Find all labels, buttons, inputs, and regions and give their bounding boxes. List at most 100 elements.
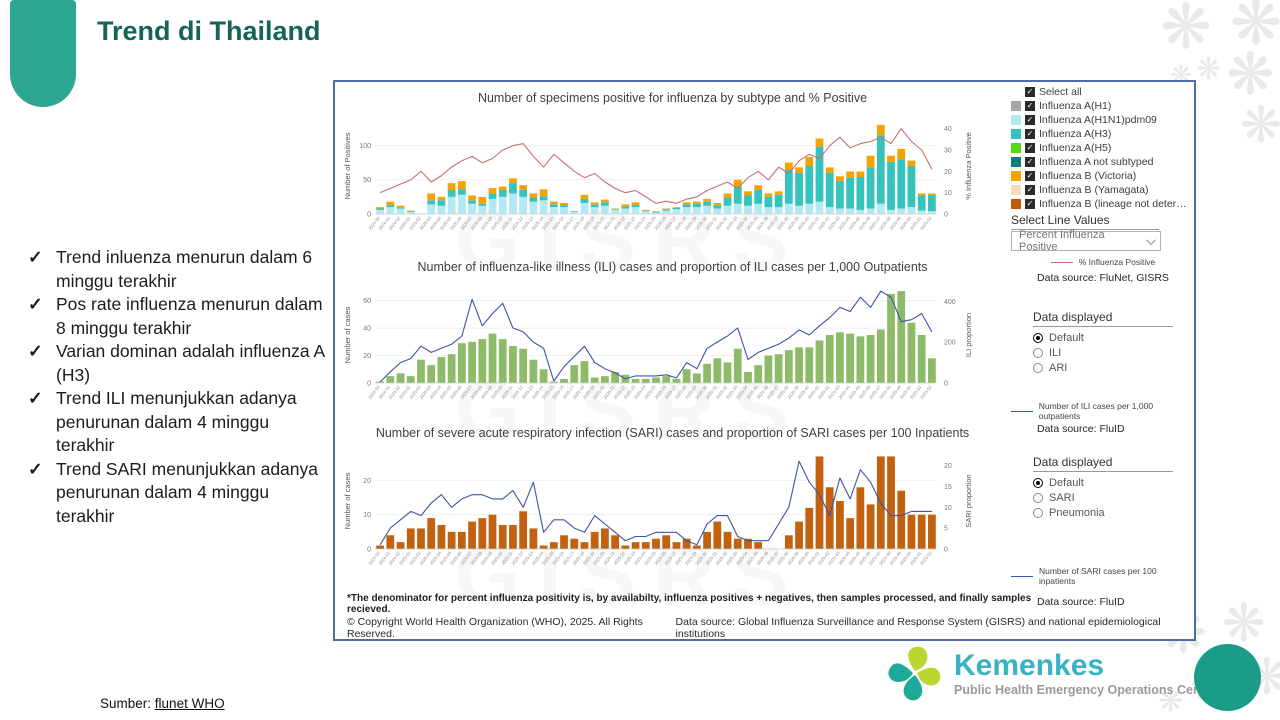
svg-text:10: 10: [944, 505, 952, 512]
legend-item: ✓ Influenza A(H1): [1011, 99, 1195, 113]
accent-tab: [10, 0, 76, 107]
legend-item: ✓ Influenza A(H1N1)pdm09: [1011, 113, 1195, 127]
radio-option-ili[interactable]: ILI: [1033, 345, 1217, 360]
legend-label: Influenza A(H1): [1039, 100, 1112, 112]
svg-text:60: 60: [363, 298, 371, 305]
legend-swatch: [1011, 185, 1021, 195]
logo-subtitle: Public Health Emergency Operations Cente…: [954, 683, 1217, 697]
legend-item: ✓ Influenza B (Yamagata): [1011, 183, 1195, 197]
data-source-1: Data source: FluNet, GISRS: [1037, 272, 1169, 284]
legend-item: ✓ Influenza B (lineage not deter…: [1011, 197, 1195, 211]
legend-label: Influenza A(H5): [1039, 142, 1112, 154]
subtype-legend: ✓ Select all ✓ Influenza A(H1) ✓ Influenza A(…: [1011, 85, 1195, 211]
legend-checkbox[interactable]: ✓: [1025, 129, 1035, 139]
legend-checkbox[interactable]: ✓: [1025, 199, 1035, 209]
legend-item: ✓ Select all: [1011, 85, 1195, 99]
page-title: Trend di Thailand: [97, 16, 321, 46]
bullet-list: ✓ Trend inluenza menurun dalam 6 minggu t…: [28, 246, 330, 528]
svg-text:20: 20: [363, 478, 371, 485]
right-panel: ✓ Select all ✓ Influenza A(H1) ✓ Influenza A(…: [1011, 82, 1195, 639]
bullet-text: Trend inluenza menurun dalam 6 minggu te…: [56, 247, 313, 291]
radio-option-default[interactable]: Default: [1033, 475, 1217, 490]
radio-label: Default: [1049, 331, 1084, 344]
radio-label: SARI: [1049, 491, 1075, 504]
radio-group-sari: Default SARI Pneumonia: [1033, 475, 1217, 520]
bullet-text: Varian dominan adalah influenza A (H3): [56, 341, 325, 385]
legend-label: Influenza A(H3): [1039, 128, 1112, 140]
radio-option-pneumonia[interactable]: Pneumonia: [1033, 505, 1217, 520]
line-values-dropdown[interactable]: Percent Influenza Positive: [1011, 229, 1161, 253]
radio-option-sari[interactable]: SARI: [1033, 490, 1217, 505]
svg-text:2025-52: 2025-52: [919, 215, 933, 231]
legend-checkbox[interactable]: ✓: [1025, 101, 1035, 111]
logo-brand: Kemenkes: [954, 649, 1105, 682]
bottom-data-source: Data source: Global Influenza Surveillan…: [675, 616, 1161, 640]
svg-text:20: 20: [944, 463, 952, 470]
legend-label: Select all: [1039, 86, 1082, 98]
bullet-text: Trend SARI menunjukkan adanya penurunan …: [56, 458, 319, 526]
flower-pattern-icon: ❋: [1196, 53, 1222, 86]
radio-option-ari[interactable]: ARI: [1033, 360, 1217, 375]
legend-item: ✓ Influenza A(H3): [1011, 127, 1195, 141]
data-source-2: Data source: FluID: [1037, 423, 1125, 435]
chevron-down-icon: [1145, 234, 1156, 245]
legend-label: Influenza B (lineage not deter…: [1039, 198, 1187, 210]
line-swatch: [1050, 261, 1073, 263]
radio-icon[interactable]: [1033, 477, 1043, 488]
legend-checkbox[interactable]: ✓: [1025, 115, 1035, 125]
flower-pattern-icon: ❋: [1226, 42, 1275, 107]
radio-label: ARI: [1049, 361, 1068, 374]
svg-text:200: 200: [944, 340, 956, 347]
bullet-text: Pos rate influenza menurun dalam 8 mingg…: [56, 294, 323, 338]
svg-text:400: 400: [944, 299, 956, 306]
svg-text:30: 30: [944, 148, 952, 155]
radio-icon[interactable]: [1033, 332, 1043, 343]
radio-option-default[interactable]: Default: [1033, 330, 1217, 345]
radio-icon[interactable]: [1033, 347, 1043, 358]
radio-label: Default: [1049, 476, 1084, 489]
svg-text:2025-52: 2025-52: [919, 550, 933, 566]
radio-icon[interactable]: [1033, 362, 1043, 373]
check-icon: ✓: [28, 294, 43, 314]
check-icon: ✓: [28, 388, 43, 408]
svg-text:Number of cases: Number of cases: [343, 472, 352, 529]
svg-text:0: 0: [367, 547, 371, 554]
svg-text:50: 50: [363, 177, 371, 184]
source-link[interactable]: flunet WHO: [154, 696, 225, 711]
legend-label: Influenza B (Victoria): [1039, 170, 1137, 182]
legend-checkbox[interactable]: ✓: [1025, 171, 1035, 181]
data-displayed-panel-ili: Data displayed Default ILI ARI: [1033, 310, 1217, 375]
legend-checkbox[interactable]: ✓: [1025, 185, 1035, 195]
radio-icon[interactable]: [1033, 492, 1043, 503]
legend-checkbox[interactable]: ✓: [1025, 87, 1035, 97]
svg-text:0: 0: [944, 381, 948, 388]
legend-swatch-empty: [1011, 87, 1021, 97]
svg-text:% Influenza Positive: % Influenza Positive: [964, 132, 973, 200]
chart3-title: Number of severe acute respiratory infec…: [375, 426, 970, 440]
svg-text:ILI proportion: ILI proportion: [964, 313, 973, 357]
check-icon: ✓: [28, 247, 43, 267]
legend-swatch: [1011, 199, 1021, 209]
legend-checkbox[interactable]: ✓: [1025, 157, 1035, 167]
legend-item: ✓ Influenza A(H5): [1011, 141, 1195, 155]
legend-checkbox[interactable]: ✓: [1025, 143, 1035, 153]
select-line-values-header: Select Line Values: [1011, 213, 1159, 230]
data-displayed-header: Data displayed: [1033, 455, 1173, 472]
sari-line-legend: Number of SARI cases per 100 inpatients: [1011, 566, 1195, 586]
svg-text:100: 100: [359, 143, 371, 150]
logo-text: Kemenkes Public Health Emergency Operati…: [954, 649, 1217, 698]
data-source-3: Data source: FluID: [1037, 596, 1125, 608]
legend-swatch: [1011, 129, 1021, 139]
legend-label: Influenza A not subtyped: [1039, 156, 1154, 168]
svg-text:10: 10: [363, 512, 371, 519]
flower-pattern-icon: ❋: [1230, 0, 1280, 58]
svg-text:2025-52: 2025-52: [919, 384, 933, 400]
svg-text:0: 0: [944, 212, 948, 219]
svg-text:0: 0: [944, 547, 948, 554]
radio-icon[interactable]: [1033, 507, 1043, 518]
kemenkes-logo: Kemenkes Public Health Emergency Operati…: [886, 644, 1217, 704]
chart2-title: Number of influenza-like illness (ILI) c…: [417, 260, 928, 274]
bullet-item: ✓ Trend ILI menunjukkan adanya penurunan …: [28, 387, 330, 458]
check-icon: ✓: [28, 341, 43, 361]
